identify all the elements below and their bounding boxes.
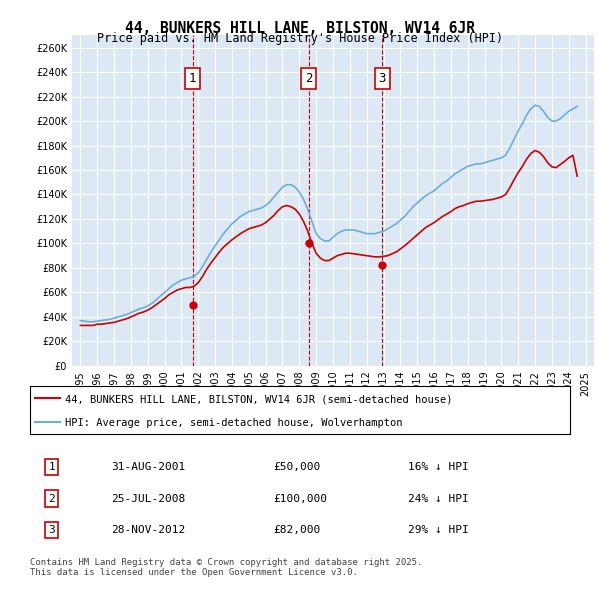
Text: 3: 3 — [379, 72, 386, 85]
Text: 25-JUL-2008: 25-JUL-2008 — [111, 494, 185, 503]
Text: 1: 1 — [189, 72, 196, 85]
Text: 29% ↓ HPI: 29% ↓ HPI — [408, 525, 469, 535]
Text: Contains HM Land Registry data © Crown copyright and database right 2025.
This d: Contains HM Land Registry data © Crown c… — [30, 558, 422, 577]
Text: 2: 2 — [305, 72, 313, 85]
Text: 31-AUG-2001: 31-AUG-2001 — [111, 462, 185, 472]
Text: 3: 3 — [48, 525, 55, 535]
Text: 1: 1 — [48, 462, 55, 472]
Text: 16% ↓ HPI: 16% ↓ HPI — [408, 462, 469, 472]
Text: £100,000: £100,000 — [273, 494, 327, 503]
Text: 24% ↓ HPI: 24% ↓ HPI — [408, 494, 469, 503]
Text: 44, BUNKERS HILL LANE, BILSTON, WV14 6JR (semi-detached house): 44, BUNKERS HILL LANE, BILSTON, WV14 6JR… — [65, 395, 452, 405]
Text: Price paid vs. HM Land Registry's House Price Index (HPI): Price paid vs. HM Land Registry's House … — [97, 32, 503, 45]
Text: 28-NOV-2012: 28-NOV-2012 — [111, 525, 185, 535]
Text: 2: 2 — [48, 494, 55, 503]
Text: £82,000: £82,000 — [273, 525, 320, 535]
Text: £50,000: £50,000 — [273, 462, 320, 472]
Text: HPI: Average price, semi-detached house, Wolverhampton: HPI: Average price, semi-detached house,… — [65, 418, 403, 428]
Text: 44, BUNKERS HILL LANE, BILSTON, WV14 6JR: 44, BUNKERS HILL LANE, BILSTON, WV14 6JR — [125, 21, 475, 35]
